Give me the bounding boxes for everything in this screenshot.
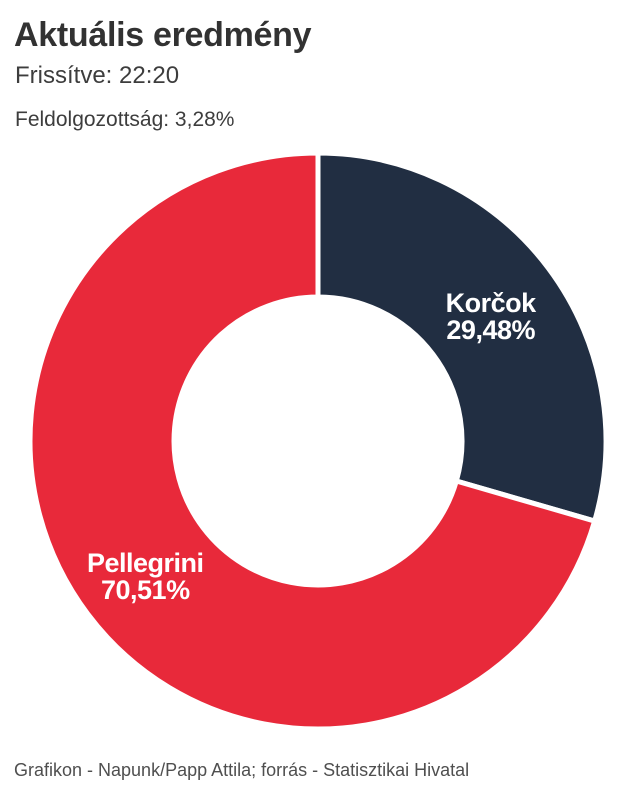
updated-timestamp: Frissítve: 22:20 (15, 62, 180, 89)
slice-label-value: 29,48% (446, 315, 535, 345)
slice-label-value: 70,51% (101, 575, 190, 605)
slice-label-name: Pellegrini (87, 548, 204, 578)
donut-slices (27, 150, 609, 732)
page-title: Aktuális eredmény (14, 16, 312, 54)
credit-text: Grafikon - Napunk/Papp Attila; forrás - … (14, 760, 470, 780)
donut-slice (27, 150, 598, 732)
slice-label-name: Korčok (446, 288, 538, 318)
donut-slice (315, 150, 609, 524)
processed-percentage: Feldolgozottság: 3,28% (15, 108, 235, 131)
